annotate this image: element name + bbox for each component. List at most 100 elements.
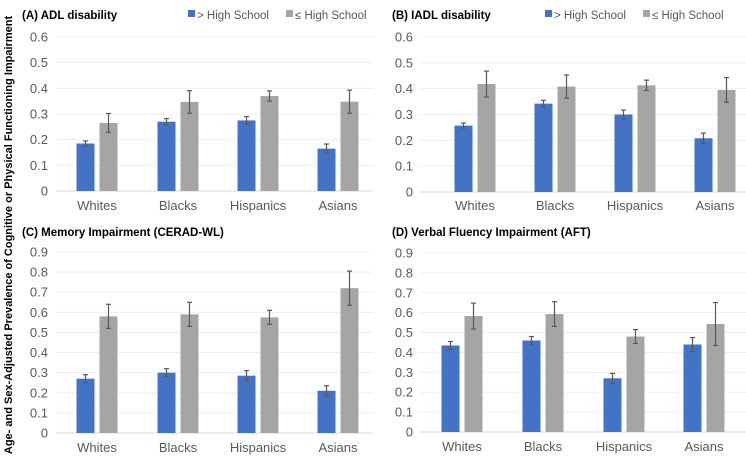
y-tick-label: 0.4 bbox=[395, 81, 413, 96]
category-label: Hispanics bbox=[607, 198, 664, 213]
category-label: Asians bbox=[318, 198, 358, 213]
category-label: Blacks bbox=[159, 440, 198, 455]
y-tick-label: 0.6 bbox=[395, 30, 413, 45]
ratio-annotation: 15.59*** bbox=[317, 0, 360, 3]
y-tick-label: 0.8 bbox=[30, 265, 48, 280]
bar bbox=[441, 345, 460, 432]
y-tick-label: 0.3 bbox=[395, 365, 413, 380]
category-label: Whites bbox=[442, 439, 482, 454]
category-label: Asians bbox=[318, 440, 358, 455]
legend-swatch bbox=[545, 10, 552, 17]
y-tick-label: 0.7 bbox=[30, 285, 48, 300]
category-label: Asians bbox=[684, 439, 724, 454]
bar bbox=[76, 378, 95, 433]
legend-label: > High School bbox=[554, 10, 626, 22]
bar bbox=[317, 148, 336, 191]
y-tick-label: 0 bbox=[406, 425, 413, 440]
panel-title: (D) Verbal Fluency Impairment (AFT) bbox=[392, 227, 591, 239]
y-tick-label: 0.6 bbox=[30, 305, 48, 320]
bar bbox=[157, 121, 176, 191]
panel-title: (C) Memory Impairment (CERAD-WL) bbox=[22, 227, 224, 239]
y-tick-label: 0.8 bbox=[395, 265, 413, 280]
legend-label: ≤ High School bbox=[295, 10, 367, 22]
bar bbox=[260, 96, 279, 191]
category-label: Hispanics bbox=[230, 440, 287, 455]
category-label: Blacks bbox=[159, 198, 198, 213]
y-tick-label: 0.1 bbox=[30, 405, 48, 420]
bar bbox=[522, 340, 541, 432]
ratio-annotation: 2.83*** bbox=[320, 0, 356, 3]
y-tick-label: 0.5 bbox=[395, 55, 413, 70]
y-tick-label: 0.7 bbox=[395, 285, 413, 300]
y-tick-label: 0 bbox=[406, 185, 413, 200]
bar bbox=[706, 324, 725, 432]
y-tick-label: 0.4 bbox=[395, 345, 413, 360]
bar bbox=[99, 122, 118, 191]
y-tick-label: 0.1 bbox=[395, 405, 413, 420]
category-label: Blacks bbox=[536, 198, 575, 213]
bar bbox=[157, 372, 176, 433]
ratio-annotation: 1.53 bbox=[693, 0, 715, 3]
category-label: Asians bbox=[695, 198, 735, 213]
y-tick-label: 0.5 bbox=[30, 325, 48, 340]
bar bbox=[340, 288, 359, 433]
legend-swatch bbox=[188, 10, 195, 17]
y-tick-label: 0.1 bbox=[30, 158, 48, 173]
bar bbox=[534, 103, 553, 192]
y-tick-label: 0.6 bbox=[395, 305, 413, 320]
ratio-annotation: 1.88* bbox=[530, 0, 557, 3]
bar bbox=[454, 125, 473, 192]
bar bbox=[637, 85, 656, 192]
y-tick-label: 0.9 bbox=[30, 245, 48, 260]
y-tick-label: 0.2 bbox=[395, 133, 413, 148]
y-tick-label: 0.2 bbox=[30, 385, 48, 400]
legend-label: > High School bbox=[197, 10, 269, 22]
y-tick-label: 0.4 bbox=[30, 345, 48, 360]
bar bbox=[99, 316, 118, 433]
ratio-annotation: 2.52** bbox=[81, 0, 113, 3]
ratio-annotation: 4.25*** bbox=[160, 0, 196, 3]
ratio-annotation: 1.44 bbox=[167, 0, 190, 3]
y-tick-label: 0.2 bbox=[30, 132, 48, 147]
y-tick-label: 0.5 bbox=[30, 55, 48, 70]
bar bbox=[545, 314, 564, 432]
bar bbox=[260, 317, 279, 433]
category-label: Blacks bbox=[524, 439, 563, 454]
y-tick-label: 0 bbox=[41, 184, 48, 199]
category-label: Whites bbox=[455, 198, 495, 213]
category-label: Hispanics bbox=[230, 198, 287, 213]
ratio-annotation: 1.61** bbox=[81, 0, 113, 3]
bar bbox=[180, 101, 199, 191]
y-tick-label: 0.2 bbox=[395, 385, 413, 400]
category-label: Hispanics bbox=[596, 439, 653, 454]
ratio-annotation: 1.33 bbox=[544, 0, 566, 3]
y-axis-label: Age- and Sex-Adjusted Prevalence of Cogn… bbox=[3, 16, 15, 455]
bar bbox=[683, 344, 702, 432]
ratio-annotation: 3.74*** bbox=[240, 0, 276, 3]
y-tick-label: 0.4 bbox=[30, 81, 48, 96]
category-label: Whites bbox=[77, 198, 117, 213]
y-tick-label: 0.3 bbox=[30, 107, 48, 122]
panel-title: (A) ADL disability bbox=[22, 10, 118, 22]
y-tick-label: 0.5 bbox=[395, 325, 413, 340]
bar bbox=[237, 120, 256, 191]
bar bbox=[477, 84, 496, 192]
y-tick-label: 0.3 bbox=[395, 107, 413, 122]
y-tick-label: 0.9 bbox=[395, 246, 413, 261]
bar bbox=[694, 138, 713, 192]
category-label: Whites bbox=[77, 440, 117, 455]
y-tick-label: 0 bbox=[41, 426, 48, 441]
y-tick-label: 0.6 bbox=[30, 30, 48, 45]
ratio-annotation: 1.67*** bbox=[617, 0, 653, 3]
ratio-annotation: 2.68*** bbox=[606, 0, 642, 3]
ratio-annotation: 2.56*** bbox=[697, 0, 733, 3]
legend-swatch bbox=[286, 10, 293, 17]
bar bbox=[76, 143, 95, 191]
panel-title: (B) IADL disability bbox=[392, 10, 491, 22]
bar bbox=[340, 101, 359, 191]
bar bbox=[614, 114, 633, 192]
bar bbox=[557, 86, 576, 192]
y-tick-label: 0.3 bbox=[30, 365, 48, 380]
bar bbox=[180, 314, 199, 433]
